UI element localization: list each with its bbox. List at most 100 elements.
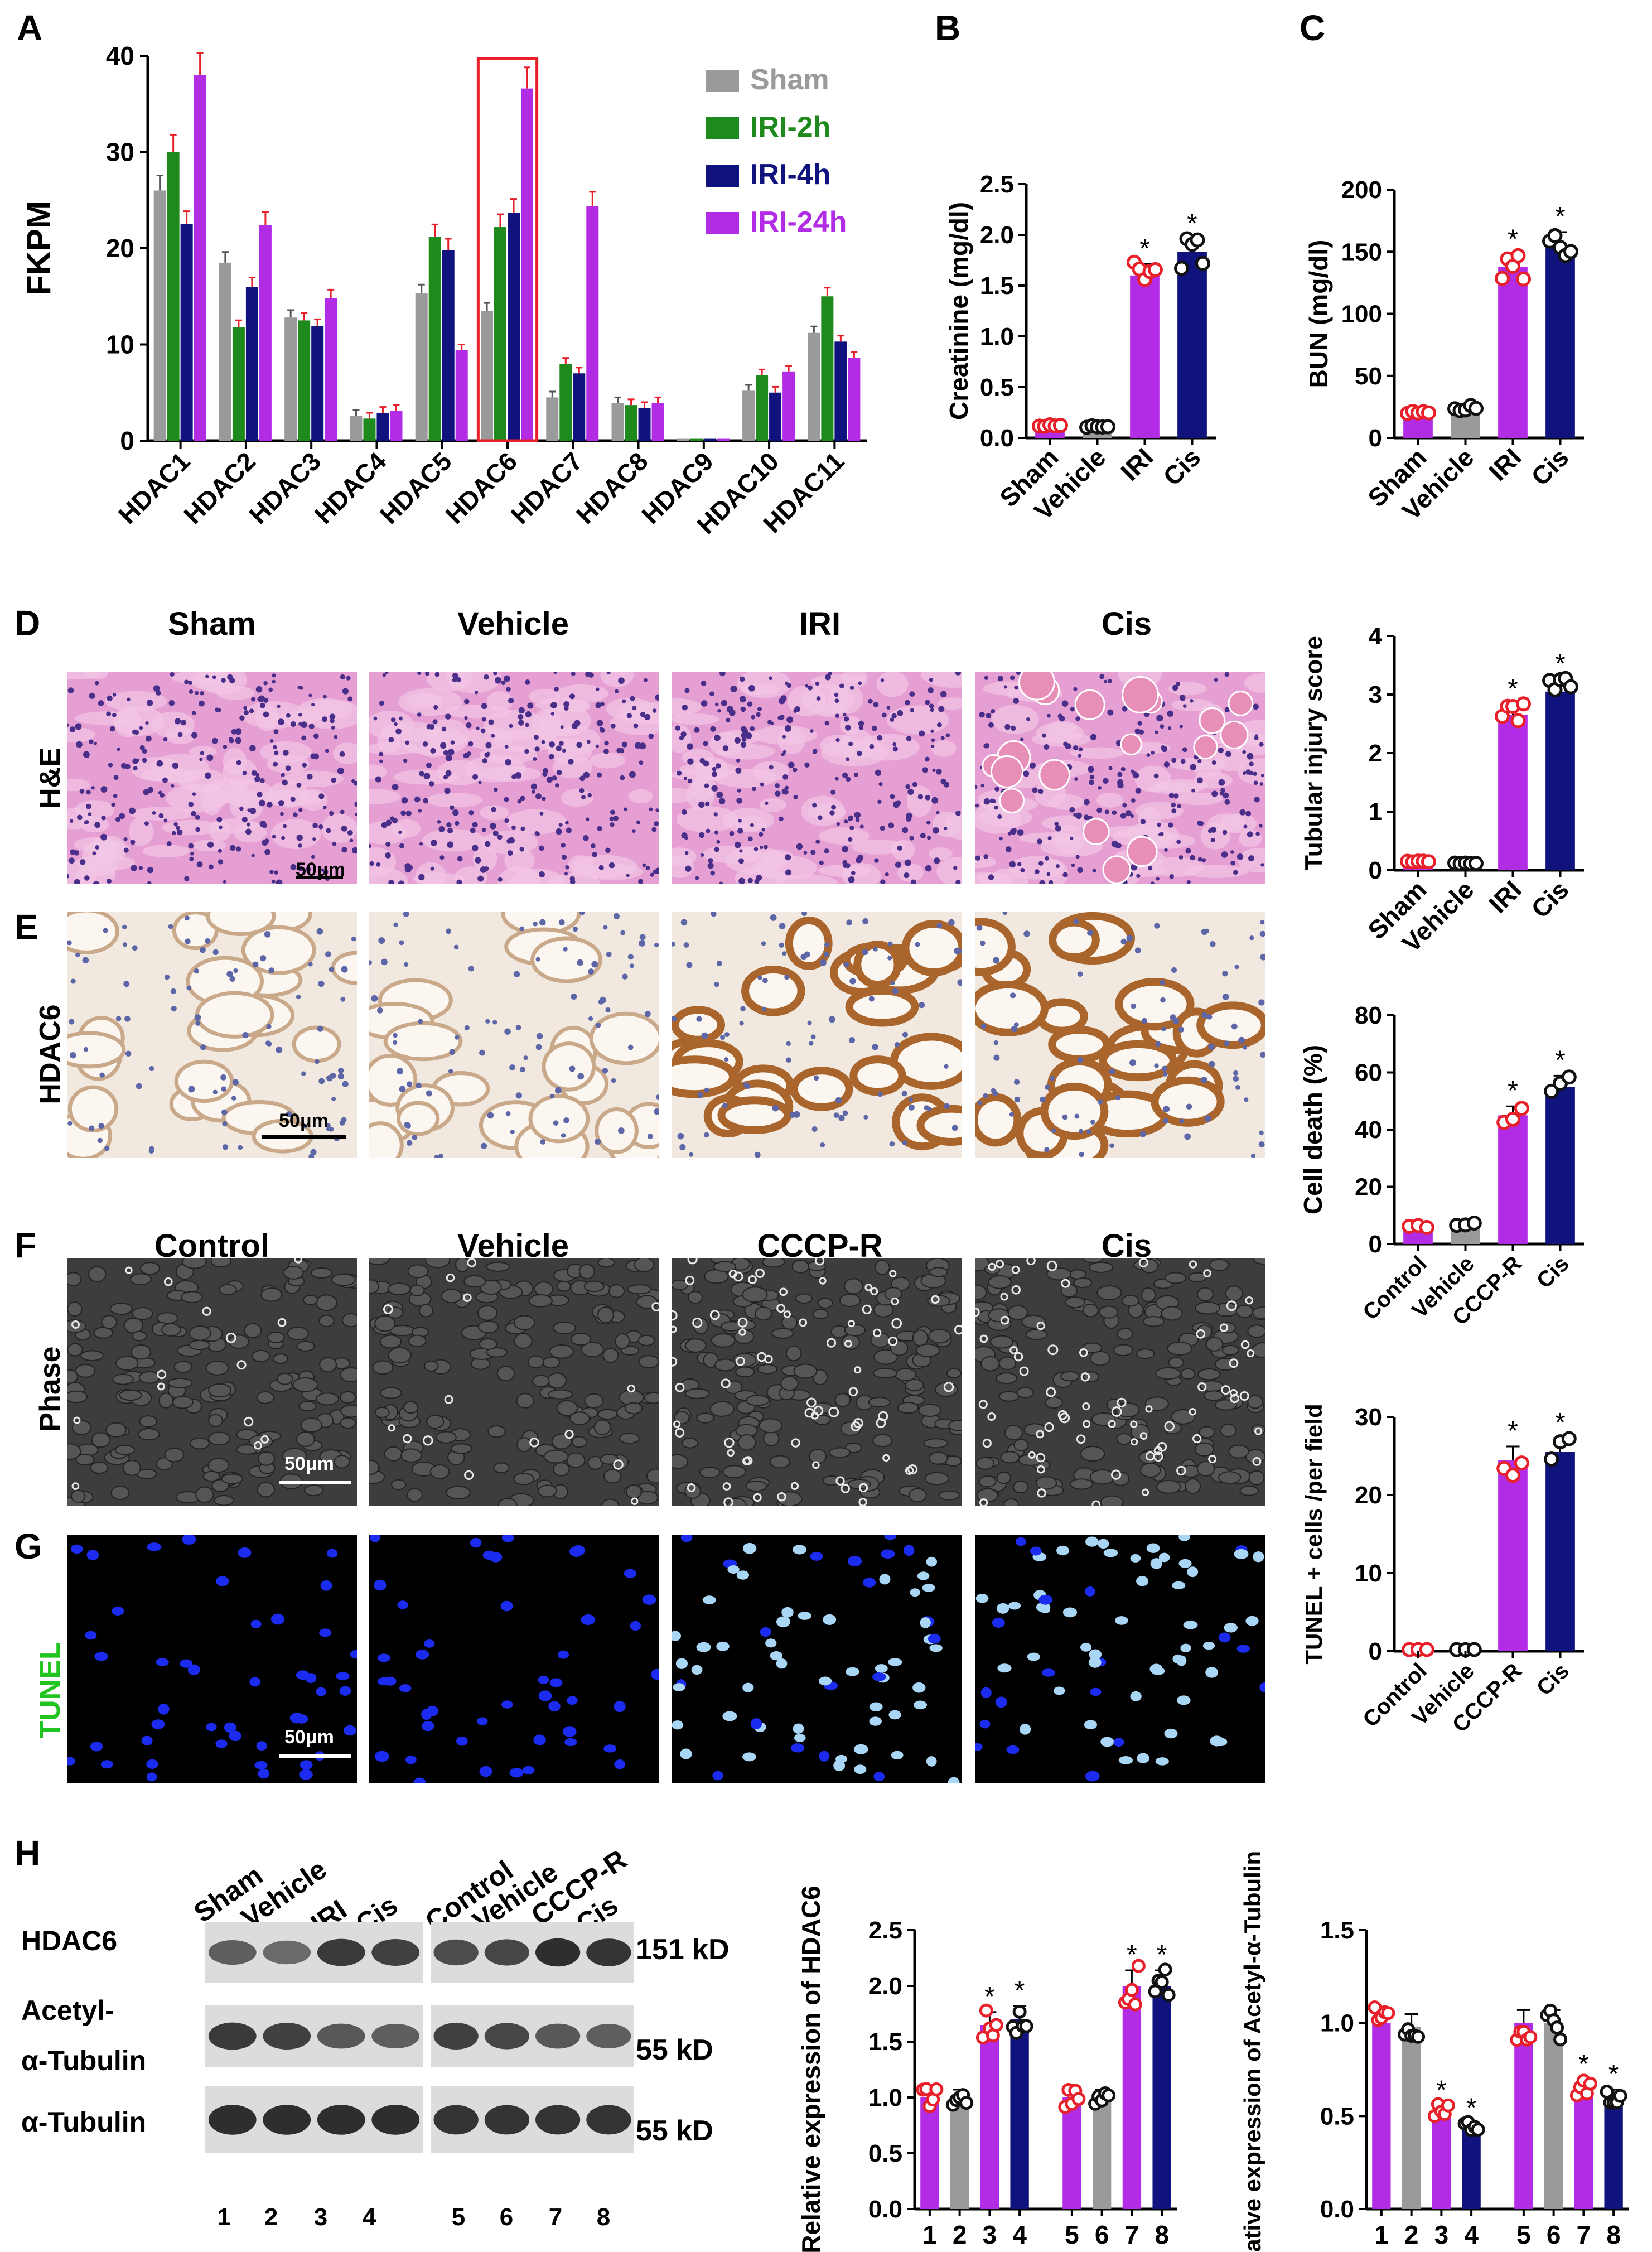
nucleus: [316, 928, 323, 935]
cell: [132, 1330, 147, 1342]
nucleus: [1234, 1549, 1249, 1559]
nucleus: [1170, 1014, 1176, 1021]
nucleus: [793, 794, 798, 799]
col-title-vehicle-cell: Vehicle: [457, 1228, 569, 1264]
data-point: [1583, 2076, 1597, 2091]
nucleus: [215, 707, 220, 712]
nucleus: [640, 712, 646, 717]
nucleus: [714, 847, 719, 852]
nucleus: [513, 971, 520, 978]
nucleus: [119, 813, 125, 819]
significance-star: *: [1555, 1045, 1566, 1075]
nucleus: [890, 794, 895, 799]
nucleus: [807, 1020, 812, 1025]
nucleus: [672, 1720, 684, 1730]
cell: [67, 1369, 79, 1384]
nucleus: [404, 866, 412, 873]
nucleus: [438, 826, 445, 832]
nucleus: [1161, 1065, 1167, 1072]
x-tick-label: HDAC6: [439, 446, 523, 529]
nucleus: [341, 825, 347, 832]
nucleus: [518, 707, 525, 714]
tubule: [719, 730, 761, 745]
nucleus: [519, 926, 525, 932]
nucleus: [556, 745, 562, 751]
nucleus: [418, 1019, 423, 1024]
cell: [75, 1454, 95, 1466]
nucleus: [113, 794, 118, 798]
cell: [1025, 1329, 1048, 1340]
nucleus: [698, 832, 705, 838]
nucleus: [507, 850, 513, 856]
nucleus: [636, 820, 641, 824]
tubule: [1070, 747, 1126, 759]
cell: [626, 1484, 642, 1499]
nucleus: [1013, 1079, 1020, 1085]
nucleus: [393, 1033, 398, 1038]
nucleus: [180, 1659, 193, 1668]
round-cell: [790, 1482, 799, 1491]
cell: [696, 1412, 714, 1424]
round-cell: [783, 1310, 791, 1318]
nucleus: [1259, 930, 1265, 937]
cell: [976, 1488, 998, 1503]
round-cell: [1164, 1421, 1175, 1432]
y-tick-label: 0.0: [868, 2196, 902, 2223]
nucleus: [484, 841, 491, 847]
nucleus: [450, 740, 455, 745]
nucleus: [146, 1759, 158, 1769]
nucleus: [770, 1651, 782, 1661]
tubule: [672, 713, 720, 725]
nucleus: [495, 677, 501, 684]
tubule: [1049, 918, 1100, 962]
round-cell: [870, 1287, 878, 1295]
nucleus: [1104, 809, 1109, 814]
nucleus: [267, 802, 273, 808]
nucleus: [1244, 1097, 1249, 1102]
cell: [182, 1258, 207, 1269]
nucleus: [339, 751, 345, 757]
nucleus: [1161, 1026, 1166, 1031]
cell: [304, 1484, 324, 1497]
nucleus: [714, 981, 719, 987]
tubule: [737, 672, 791, 698]
nucleus: [310, 1149, 317, 1156]
tubule: [542, 1041, 596, 1092]
y-tick-label: 1.0: [980, 323, 1014, 350]
cell: [908, 1488, 927, 1503]
nucleus: [701, 700, 708, 707]
nucleus: [301, 1071, 306, 1076]
nucleus: [877, 735, 883, 741]
nucleus: [67, 687, 74, 693]
nucleus: [158, 813, 164, 818]
nucleus: [1036, 838, 1043, 845]
nucleus: [977, 1100, 983, 1105]
wb-row-acetyl-tubulin: α-Tubulin: [21, 2045, 147, 2076]
nucleus: [540, 1139, 546, 1145]
col-title-cccp: CCCP-R: [757, 1228, 883, 1264]
cell: [369, 1258, 390, 1265]
cell: [722, 1465, 746, 1479]
micrograph-ihc-3: [672, 912, 962, 1158]
nucleus: [781, 1607, 794, 1618]
round-cell: [888, 1336, 898, 1346]
nucleus: [712, 766, 717, 771]
band: [371, 1939, 420, 1966]
nucleus: [426, 1090, 432, 1097]
nucleus: [775, 790, 781, 797]
nucleus: [464, 1025, 470, 1030]
nucleus: [1045, 1084, 1050, 1090]
nucleus: [520, 826, 525, 831]
band: [263, 1940, 311, 1965]
nucleus: [189, 856, 194, 861]
nucleus: [257, 792, 263, 798]
nucleus: [505, 1111, 511, 1116]
nucleus: [879, 1574, 891, 1585]
nucleus: [588, 1016, 593, 1021]
nucleus: [484, 752, 490, 758]
nucleus: [863, 1578, 876, 1588]
cell: [331, 1273, 356, 1286]
cell: [946, 1368, 962, 1378]
nucleus: [326, 1075, 333, 1082]
cell: [1113, 1344, 1133, 1357]
